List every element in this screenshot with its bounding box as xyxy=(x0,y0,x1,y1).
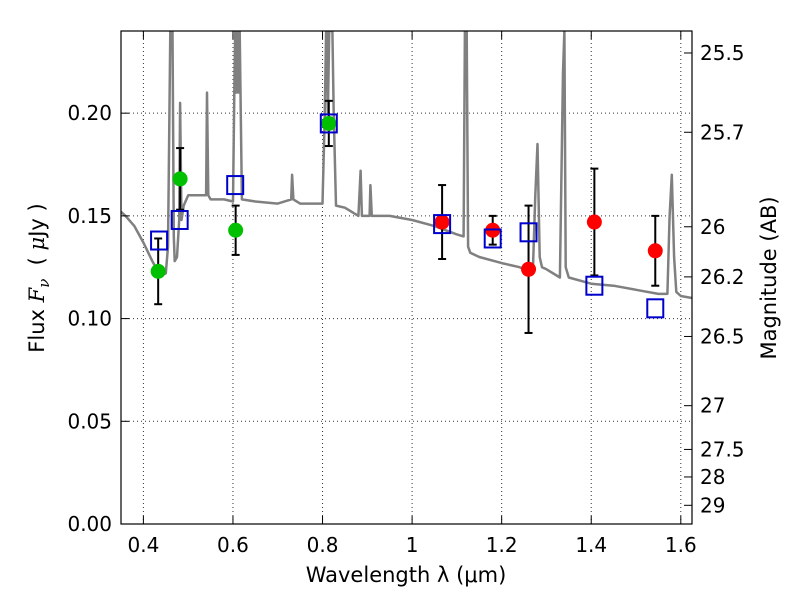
right-tick-label: 26.2 xyxy=(700,265,745,289)
y-axis-title-sub: ν xyxy=(35,279,53,288)
right-tick-label: 29 xyxy=(700,493,725,517)
blue-square-point xyxy=(319,113,338,134)
right-tick-label: 26 xyxy=(700,215,725,239)
x-tick-label: 0.6 xyxy=(217,533,249,557)
y-axis-title-paren: ( xyxy=(25,250,49,278)
data-markers xyxy=(150,113,665,319)
right-tick-label: 25.5 xyxy=(700,41,745,65)
green-points-point xyxy=(228,222,244,238)
right-tick-label: 26.5 xyxy=(700,324,745,348)
y-axis-title-unit: Jy ) xyxy=(25,203,49,239)
x-tick-label: 1.6 xyxy=(665,533,697,557)
blue-square-point xyxy=(226,175,245,196)
x-tick-label: 1.4 xyxy=(575,533,607,557)
red-points-point xyxy=(434,214,450,230)
y-axis-title-prefix: Flux xyxy=(25,302,49,352)
blue-square-point xyxy=(483,228,502,249)
green-points-point xyxy=(172,171,188,187)
blue-square-point xyxy=(150,230,169,251)
right-tick-label: 27.5 xyxy=(700,437,745,461)
right-tick-label: 25.7 xyxy=(700,120,745,144)
x-axis-title: Wavelength λ (μm) xyxy=(306,563,507,587)
y-tick-label: 0.10 xyxy=(67,307,112,331)
right-axis-title: Magnitude (AB) xyxy=(757,196,781,359)
y-tick-label: 0.00 xyxy=(67,512,112,536)
y-tick-label: 0.15 xyxy=(67,204,112,228)
right-tick-label: 28 xyxy=(700,465,725,489)
x-tick-label: 0.4 xyxy=(127,533,159,557)
blue-square-point xyxy=(646,298,665,319)
y-tick-label: 0.20 xyxy=(67,101,112,125)
blue-square-point xyxy=(585,275,604,296)
axis-ticks: 0.4 0.6 0.8 1 1.2 1.4 1.6 0.00 0.05 0.10 0.15 0.20 2… xyxy=(67,31,745,557)
green-points-point xyxy=(150,263,166,279)
plot-frame xyxy=(120,30,693,525)
y-tick-label: 0.05 xyxy=(67,409,112,433)
x-tick-label: 1 xyxy=(406,533,419,557)
blue-square-point xyxy=(170,209,189,230)
y-axis-title: Flux Fν ( μJy ) xyxy=(25,203,53,352)
y-axis-title-mu: μ xyxy=(25,237,49,251)
red-points-point xyxy=(586,214,602,230)
y-axis-title-var: F xyxy=(25,286,49,303)
x-tick-label: 0.8 xyxy=(307,533,339,557)
right-tick-label: 27 xyxy=(700,394,725,418)
green-points-point xyxy=(321,115,337,131)
red-points-point xyxy=(521,261,537,277)
red-points-point xyxy=(647,243,663,259)
blue-square-point xyxy=(519,222,538,243)
x-tick-label: 1.2 xyxy=(486,533,518,557)
blue-square-point xyxy=(433,214,452,235)
